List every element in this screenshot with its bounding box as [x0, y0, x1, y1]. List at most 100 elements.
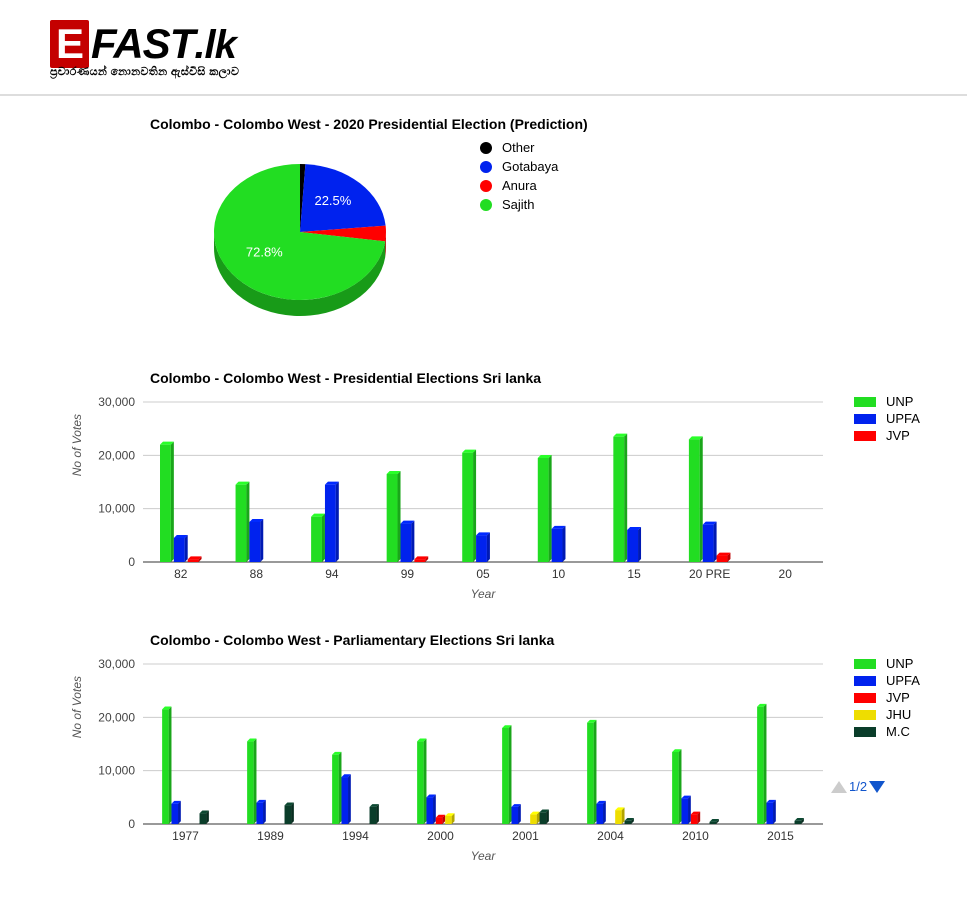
legend-color-swatch	[854, 414, 876, 424]
x-axis-label: Year	[471, 849, 497, 863]
bar	[162, 709, 169, 824]
legend-label: JVP	[886, 690, 910, 705]
y-tick-label: 10,000	[98, 502, 135, 516]
bar	[672, 752, 679, 824]
parliamentary-legend: UNP UPFA JVP JHU M.C	[854, 656, 920, 739]
x-tick-label: 94	[325, 567, 339, 581]
pie-slice-label: 72.8%	[246, 245, 283, 260]
bar	[587, 723, 594, 824]
x-tick-label: 20	[779, 567, 793, 581]
pie-chart: 22.5% 72.8%	[200, 140, 400, 340]
legend-label: UNP	[886, 656, 913, 671]
bar	[717, 556, 728, 562]
site-logo[interactable]: E FAST .lk ප්‍රචාරණයන් නොනවතින ඇස්විසි ක…	[50, 20, 917, 79]
bar	[681, 798, 688, 824]
bar	[613, 437, 624, 562]
bar	[615, 810, 622, 824]
legend-label: Anura	[502, 178, 537, 193]
pager-next-icon[interactable]	[869, 781, 885, 793]
presidential-bar-chart: 010,00020,00030,0008288949905101520 PRE2…	[88, 394, 829, 602]
x-tick-label: 2000	[427, 829, 454, 843]
presidential-legend: UNP UPFA JVP	[854, 394, 920, 445]
y-tick-label: 20,000	[98, 710, 135, 724]
y-tick-label: 0	[128, 817, 135, 831]
pie-slice-label: 22.5%	[314, 193, 351, 208]
legend-color-swatch	[854, 397, 876, 407]
bar	[285, 805, 292, 824]
pie-chart-title: Colombo - Colombo West - 2020 Presidenti…	[150, 116, 927, 132]
legend-color-swatch	[854, 676, 876, 686]
logo-fast: FAST	[91, 20, 194, 68]
pie-chart-block: Colombo - Colombo West - 2020 Presidenti…	[70, 116, 927, 340]
bar	[171, 804, 178, 824]
bar	[417, 741, 424, 824]
bar	[332, 755, 339, 824]
x-tick-label: 99	[401, 567, 415, 581]
bar	[625, 821, 632, 824]
bar-legend-item[interactable]: UNP	[854, 656, 920, 671]
legend-color-dot	[480, 142, 492, 154]
bar	[174, 538, 185, 562]
bar	[757, 707, 764, 824]
bar	[160, 445, 171, 562]
presidential-chart-title: Colombo - Colombo West - Presidential El…	[150, 370, 927, 386]
logo-lk: .lk	[194, 23, 235, 68]
bar	[200, 813, 207, 824]
parliamentary-chart-title: Colombo - Colombo West - Parliamentary E…	[150, 632, 927, 648]
legend-color-swatch	[854, 710, 876, 720]
bar	[414, 559, 425, 562]
bar-legend-item[interactable]: JVP	[854, 428, 920, 443]
bar-legend-item[interactable]: M.C	[854, 724, 920, 739]
pie-legend-item[interactable]: Other	[480, 140, 558, 155]
legend-label: M.C	[886, 724, 910, 739]
bar	[249, 522, 260, 562]
legend-color-dot	[480, 180, 492, 192]
bar	[502, 728, 509, 824]
bar	[426, 797, 433, 824]
bar-legend-item[interactable]: UNP	[854, 394, 920, 409]
legend-color-swatch	[854, 431, 876, 441]
bar	[689, 439, 700, 562]
y-tick-label: 30,000	[98, 395, 135, 409]
bar	[256, 803, 263, 824]
pager: 1/2	[829, 779, 920, 794]
parliamentary-bar-chart: 010,00020,00030,000197719891994200020012…	[88, 656, 829, 864]
x-tick-label: 2015	[767, 829, 794, 843]
pager-text: 1/2	[849, 779, 867, 794]
x-tick-label: 1989	[257, 829, 284, 843]
bar	[596, 804, 603, 824]
bar	[511, 807, 518, 824]
parliamentary-bar-chart-block: Colombo - Colombo West - Parliamentary E…	[70, 632, 927, 864]
bar	[436, 818, 443, 824]
bar-legend-item[interactable]: UPFA	[854, 673, 920, 688]
legend-color-swatch	[854, 727, 876, 737]
x-axis-label: Year	[471, 587, 497, 601]
x-tick-label: 82	[174, 567, 188, 581]
x-tick-label: 15	[627, 567, 641, 581]
pie-legend-item[interactable]: Sajith	[480, 197, 558, 212]
pie-legend-item[interactable]: Anura	[480, 178, 558, 193]
bar	[766, 803, 773, 824]
logo-tagline: ප්‍රචාරණයන් නොනවතින ඇස්විසි කලාව	[50, 66, 917, 79]
bar	[627, 530, 638, 562]
presidential-bar-chart-block: Colombo - Colombo West - Presidential El…	[70, 370, 927, 602]
bar	[462, 453, 473, 562]
bar	[401, 524, 412, 562]
bar	[530, 814, 537, 824]
bar-legend-item[interactable]: UPFA	[854, 411, 920, 426]
pager-prev-icon[interactable]	[831, 781, 847, 793]
bar	[341, 777, 348, 824]
bar-legend-item[interactable]: JHU	[854, 707, 920, 722]
bar	[538, 458, 549, 562]
y-tick-label: 0	[128, 555, 135, 569]
legend-label: JVP	[886, 428, 910, 443]
legend-label: JHU	[886, 707, 911, 722]
bar-legend-item[interactable]: JVP	[854, 690, 920, 705]
legend-label: UNP	[886, 394, 913, 409]
site-header: E FAST .lk ප්‍රචාරණයන් නොනවතින ඇස්විසි ක…	[0, 0, 967, 96]
bar	[247, 741, 254, 824]
bar	[710, 822, 717, 824]
legend-color-swatch	[854, 693, 876, 703]
x-tick-label: 1994	[342, 829, 369, 843]
pie-legend-item[interactable]: Gotabaya	[480, 159, 558, 174]
